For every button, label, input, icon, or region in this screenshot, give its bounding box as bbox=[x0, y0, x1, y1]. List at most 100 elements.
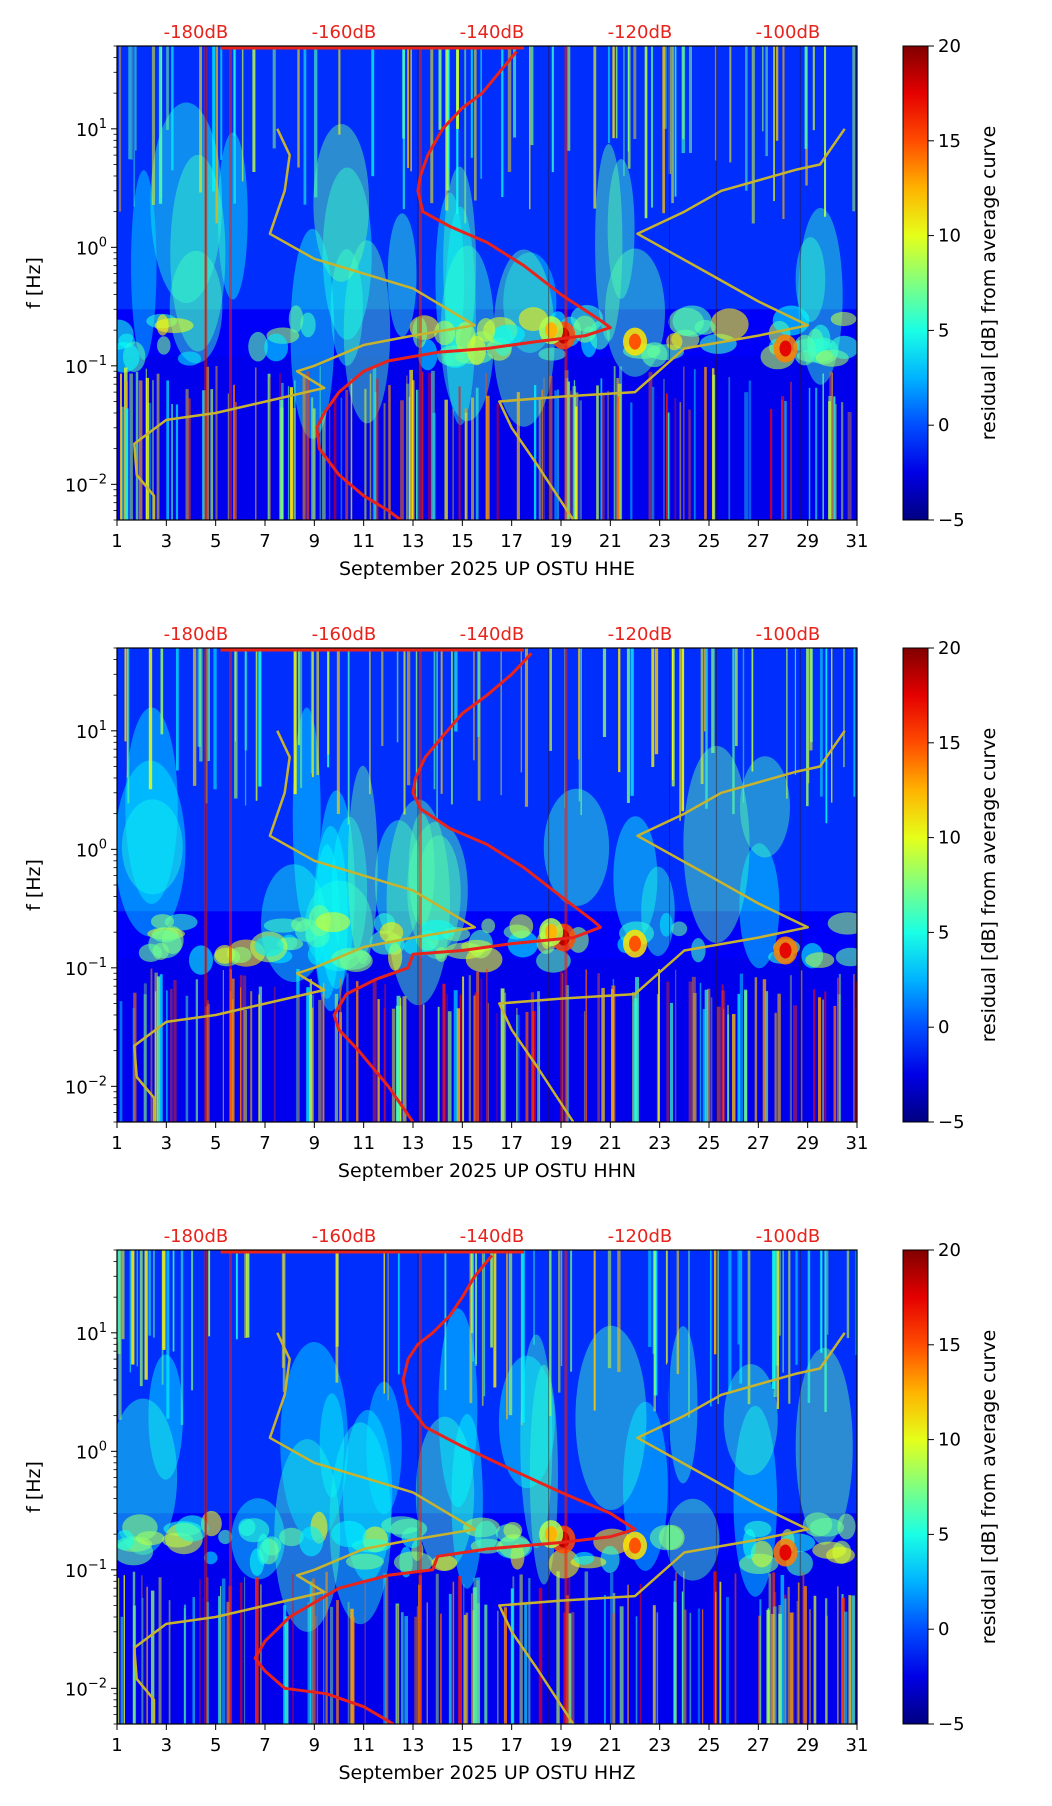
x-tick-label: 31 bbox=[846, 531, 869, 552]
colorbar-label: residual [dB] from average curve bbox=[978, 728, 1000, 1043]
y-tick-label: 10−1 bbox=[65, 1558, 107, 1582]
colorbar-tick-label: 15 bbox=[938, 131, 961, 152]
db-scale-label: -120dB bbox=[608, 624, 673, 645]
heatmap-image bbox=[117, 1250, 857, 1724]
db-scale-label: -100dB bbox=[756, 1226, 821, 1247]
colorbar-tick-label: 15 bbox=[938, 733, 961, 754]
colorbar-tick-label: −5 bbox=[938, 510, 965, 531]
db-scale-label: -120dB bbox=[608, 22, 673, 43]
x-tick-label: 5 bbox=[210, 1133, 221, 1154]
x-tick-label: 21 bbox=[599, 1735, 622, 1756]
average-psd-curve bbox=[253, 1254, 637, 1724]
colorbar bbox=[902, 45, 929, 521]
noise-model-curve bbox=[133, 1332, 476, 1724]
x-tick-label: 13 bbox=[402, 1735, 425, 1756]
db-scale-label: -140dB bbox=[460, 22, 525, 43]
colorbar-tick-label: 0 bbox=[938, 1017, 949, 1038]
db-scale-label: -160dB bbox=[312, 1226, 377, 1247]
noise-model-curve bbox=[133, 730, 476, 1122]
db-scale-label: -160dB bbox=[312, 624, 377, 645]
x-tick-label: 19 bbox=[550, 531, 573, 552]
x-tick-label: 23 bbox=[648, 531, 671, 552]
x-tick-label: 17 bbox=[500, 1133, 523, 1154]
noise-model-curve bbox=[498, 1332, 846, 1724]
x-tick-label: 27 bbox=[747, 531, 770, 552]
y-tick-label: 101 bbox=[76, 719, 107, 743]
db-scale-label: -140dB bbox=[460, 1226, 525, 1247]
x-tick-label: 19 bbox=[550, 1735, 573, 1756]
x-tick-label: 9 bbox=[309, 1133, 320, 1154]
x-tick-label: 11 bbox=[352, 1133, 375, 1154]
colorbar bbox=[902, 647, 929, 1123]
x-tick-label: 25 bbox=[698, 1133, 721, 1154]
db-scale-label: -180dB bbox=[164, 624, 229, 645]
x-axis-label: September 2025 UP OSTU HHE bbox=[339, 558, 635, 580]
x-tick-label: 31 bbox=[846, 1735, 869, 1756]
x-tick-label: 17 bbox=[500, 1735, 523, 1756]
x-tick-label: 7 bbox=[259, 1133, 270, 1154]
y-tick-label: 100 bbox=[76, 837, 107, 861]
x-tick-label: 15 bbox=[451, 1735, 474, 1756]
x-tick-label: 23 bbox=[648, 1735, 671, 1756]
colorbar-label: residual [dB] from average curve bbox=[978, 126, 1000, 441]
y-axis-label: f [Hz] bbox=[23, 1461, 45, 1513]
x-tick-label: 29 bbox=[796, 531, 819, 552]
x-tick-label: 27 bbox=[747, 1133, 770, 1154]
spectrogram-panel-hhz: -180dB -160dB -140dB -120dB -100dB 1 3 5 7 9 11 13 1… bbox=[0, 1204, 1052, 1806]
x-tick-label: 7 bbox=[259, 1735, 270, 1756]
colorbar-tick-label: 0 bbox=[938, 1619, 949, 1640]
x-tick-label: 29 bbox=[796, 1735, 819, 1756]
colorbar-tick-label: 5 bbox=[938, 320, 949, 341]
y-tick-label: 101 bbox=[76, 1321, 107, 1345]
y-tick-label: 10−2 bbox=[65, 472, 107, 496]
x-tick-label: 23 bbox=[648, 1133, 671, 1154]
x-tick-label: 19 bbox=[550, 1133, 573, 1154]
colorbar-tick-label: −5 bbox=[938, 1112, 965, 1133]
colorbar-tick-label: 5 bbox=[938, 1524, 949, 1545]
colorbar-tick-label: 20 bbox=[938, 36, 961, 57]
x-tick-label: 1 bbox=[111, 1735, 122, 1756]
colorbar-tick-label: 20 bbox=[938, 1240, 961, 1261]
colorbar-tick-label: 10 bbox=[938, 1430, 961, 1451]
x-axis-label: September 2025 UP OSTU HHZ bbox=[338, 1762, 635, 1784]
colorbar-label: residual [dB] from average curve bbox=[978, 1330, 1000, 1645]
x-tick-label: 3 bbox=[161, 1133, 172, 1154]
x-tick-label: 9 bbox=[309, 531, 320, 552]
colorbar-tick-label: −5 bbox=[938, 1714, 965, 1735]
db-scale-label: -180dB bbox=[164, 22, 229, 43]
x-tick-label: 1 bbox=[111, 531, 122, 552]
x-tick-label: 3 bbox=[161, 1735, 172, 1756]
x-tick-label: 7 bbox=[259, 531, 270, 552]
noise-model-curve bbox=[498, 730, 846, 1122]
heatmap-image bbox=[117, 46, 857, 520]
x-tick-label: 31 bbox=[846, 1133, 869, 1154]
db-scale-label: -120dB bbox=[608, 1226, 673, 1247]
x-tick-label: 25 bbox=[698, 531, 721, 552]
db-scale-label: -140dB bbox=[460, 624, 525, 645]
db-scale-label: -100dB bbox=[756, 22, 821, 43]
x-tick-label: 25 bbox=[698, 1735, 721, 1756]
colorbar-tick-label: 15 bbox=[938, 1335, 961, 1356]
x-tick-label: 1 bbox=[111, 1133, 122, 1154]
x-tick-label: 11 bbox=[352, 1735, 375, 1756]
spectrogram-panel-hhe: -180dB -160dB -140dB -120dB -100dB 1 3 5 7 9 11 13 1… bbox=[0, 0, 1052, 602]
spectrogram-panel-hhn: -180dB -160dB -140dB -120dB -100dB 1 3 5 7 9 11 13 1… bbox=[0, 602, 1052, 1204]
colorbar bbox=[902, 1249, 929, 1725]
x-tick-label: 21 bbox=[599, 1133, 622, 1154]
db-scale-label: -160dB bbox=[312, 22, 377, 43]
x-tick-label: 17 bbox=[500, 531, 523, 552]
db-scale-label: -100dB bbox=[756, 624, 821, 645]
x-tick-label: 13 bbox=[402, 1133, 425, 1154]
y-tick-label: 100 bbox=[76, 235, 107, 259]
colorbar-tick-label: 5 bbox=[938, 922, 949, 943]
colorbar-tick-label: 10 bbox=[938, 828, 961, 849]
colorbar-tick-label: 20 bbox=[938, 638, 961, 659]
x-tick-label: 5 bbox=[210, 531, 221, 552]
average-psd-curve bbox=[332, 652, 602, 1122]
y-tick-label: 100 bbox=[76, 1439, 107, 1463]
x-tick-label: 9 bbox=[309, 1735, 320, 1756]
heatmap-image bbox=[117, 648, 857, 1122]
